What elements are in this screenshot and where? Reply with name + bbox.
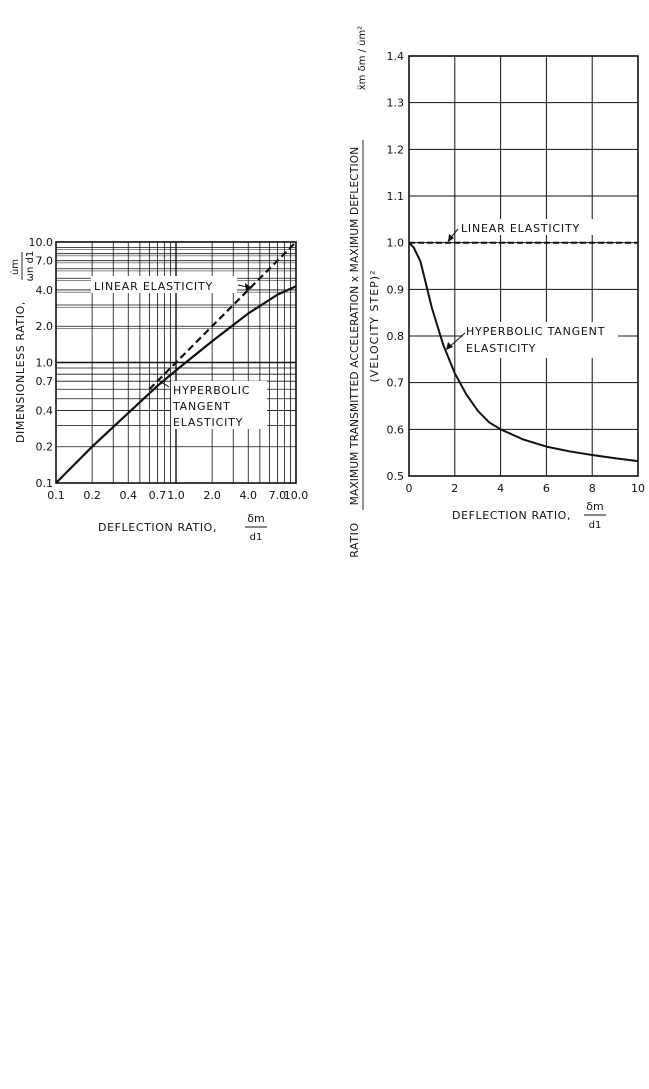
left-hyperbolic-leader [157, 379, 170, 388]
right-series-hyperbolic-tangent [408, 241, 639, 463]
right-xlabel-text: DEFLECTION RATIO, [452, 509, 571, 522]
left-xlabel-frac-den: d1 [250, 532, 263, 543]
right-ylabel-symbol: ẍm δm / u̇m² [356, 26, 368, 91]
right-x-tick-label: 4 [497, 482, 504, 495]
left-ylabel-frac-num: u̇m [9, 259, 21, 275]
left-y-tick-label: 0.1 [36, 477, 54, 490]
right-chart-grid [409, 56, 638, 476]
left-linear-label: LINEAR ELASTICITY [94, 280, 213, 293]
right-ylabel-denominator: (VELOCITY STEP)² [368, 269, 381, 382]
left-y-tick-label: 0.2 [36, 441, 54, 454]
right-x-tick-label: 0 [406, 482, 413, 495]
left-hyperbolic-label-2: TANGENT [172, 400, 231, 413]
right-xlabel-frac-den: d1 [589, 520, 602, 531]
left-chart-series [55, 241, 297, 484]
right-y-tick-label: 0.5 [387, 470, 405, 483]
left-y-axis-label: DIMENSIONLESS RATIO, u̇m ωn d1 [9, 251, 36, 443]
right-linear-chart: 0 2 4 6 8 10 0.5 0.6 0.7 0.8 0.9 1.0 1.1 1.2 1.3 1.4 RA… [348, 26, 645, 558]
left-x-tick-label: 0.4 [119, 489, 137, 502]
left-log-chart: 0.1 0.2 0.4 0.7 1.0 2.0 4.0 7.010.00.10.20.40.7… [9, 236, 308, 543]
left-series-linear-elasticity [148, 241, 297, 390]
right-chart-ticks: 0 2 4 6 8 10 0.5 0.6 0.7 0.8 0.9 1.0 1.1 1.2 1.3 1.4 [387, 50, 646, 495]
left-y-tick-label: 2.0 [36, 320, 54, 333]
right-chart-frame [408, 55, 639, 477]
left-series-hyperbolic-tangent [55, 285, 297, 484]
left-y-tick-label: 1.0 [36, 357, 54, 370]
right-hyperbolic-label-bg [463, 322, 618, 358]
left-x-tick-label: 7.0 [269, 489, 287, 502]
left-xlabel-text: DEFLECTION RATIO, [98, 521, 217, 534]
right-y-axis-label: RATIO MAXIMUM TRANSMITTED ACCELERATION x… [348, 26, 381, 558]
left-x-tick-label: 4.0 [239, 489, 257, 502]
left-y-tick-label: 10.0 [29, 236, 54, 249]
right-xlabel-frac-num: δm [586, 500, 603, 513]
left-x-tick-label: 0.1 [47, 489, 65, 502]
right-y-tick-label: 0.6 [387, 423, 405, 436]
left-x-tick-label: 0.2 [83, 489, 101, 502]
right-y-tick-label: 1.2 [387, 143, 405, 156]
left-hyperbolic-label-bg [171, 381, 267, 429]
left-linear-arrowhead [245, 283, 252, 291]
left-y-tick-label: 7.0 [36, 255, 54, 268]
left-x-tick-label: 0.7 [149, 489, 167, 502]
left-y-tick-label: 0.4 [36, 404, 54, 417]
right-ylabel-numerator: MAXIMUM TRANSMITTED ACCELERATION x MAXIM… [349, 147, 361, 506]
right-hyperbolic-arrowhead [446, 342, 453, 350]
right-y-tick-label: 1.1 [387, 190, 405, 203]
right-x-tick-label: 8 [589, 482, 596, 495]
right-hyperbolic-label-2: ELASTICITY [466, 342, 536, 355]
right-linear-label-bg [458, 219, 602, 235]
left-hyperbolic-label-1: HYPERBOLIC [173, 384, 250, 397]
right-x-tick-label: 2 [451, 482, 458, 495]
left-x-tick-label: 1.0 [167, 489, 185, 502]
right-y-tick-label: 0.8 [387, 330, 405, 343]
right-linear-label: LINEAR ELASTICITY [461, 222, 580, 235]
left-ylabel-frac-den: ωn d1 [25, 251, 36, 282]
right-x-tick-label: 6 [543, 482, 550, 495]
left-x-tick-label: 2.0 [203, 489, 221, 502]
right-y-tick-label: 1.0 [387, 237, 405, 250]
right-linear-arrowhead [448, 234, 454, 242]
left-x-tick-label: 10.0 [284, 489, 309, 502]
right-y-tick-label: 0.9 [387, 283, 405, 296]
left-linear-label-bg [91, 276, 237, 293]
left-y-tick-label: 0.7 [36, 375, 54, 388]
left-hyperbolic-label-3: ELASTICITY [173, 416, 243, 429]
left-ylabel-text: DIMENSIONLESS RATIO, [14, 301, 27, 443]
right-ylabel-prefix: RATIO [348, 522, 361, 558]
right-y-tick-label: 0.7 [387, 377, 405, 390]
right-x-tick-label: 10 [631, 482, 645, 495]
left-chart-frame [55, 241, 297, 484]
right-hyperbolic-label-1: HYPERBOLIC TANGENT [466, 325, 605, 338]
right-y-tick-label: 1.3 [387, 97, 405, 110]
right-chart-series [408, 241, 639, 463]
left-y-tick-label: 4.0 [36, 284, 54, 297]
left-chart-ticks: 0.1 0.2 0.4 0.7 1.0 2.0 4.0 7.010.00.10.20.40.7… [29, 236, 309, 502]
right-y-tick-label: 1.4 [387, 50, 405, 63]
left-xlabel-frac-num: δm [247, 512, 264, 525]
